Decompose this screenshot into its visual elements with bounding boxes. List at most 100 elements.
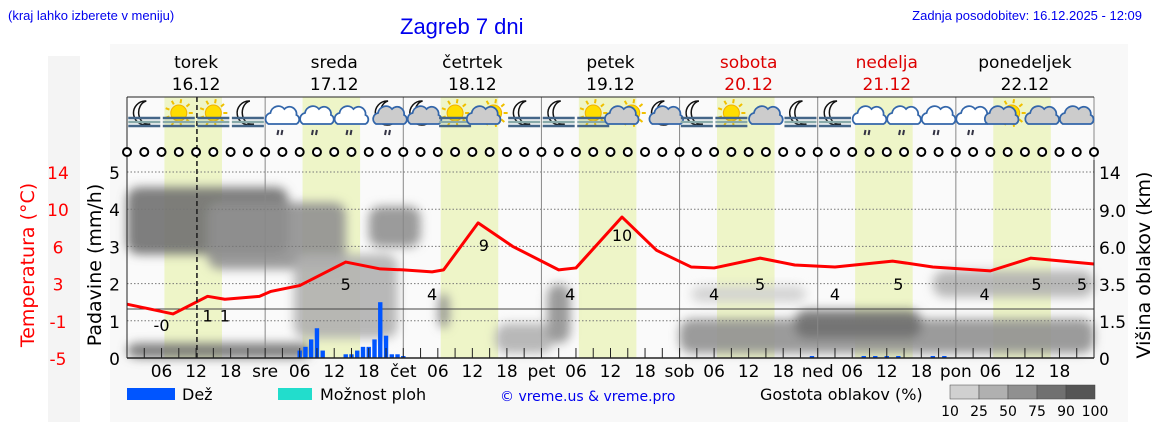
cloud-shape bbox=[264, 105, 301, 125]
wind-marker bbox=[812, 147, 823, 157]
temperature-label: 1 bbox=[220, 306, 230, 325]
drizzle-drop bbox=[310, 129, 314, 136]
sun-ray bbox=[441, 107, 447, 111]
temperature-tick: 10 bbox=[47, 201, 69, 221]
cloud-shape bbox=[748, 105, 784, 125]
wind-marker bbox=[795, 147, 806, 157]
rain-bar bbox=[389, 354, 394, 358]
x-hour-label: 18 bbox=[634, 362, 656, 382]
rain-bar bbox=[355, 350, 360, 358]
copyright-link[interactable]: © vreme.us & vreme.pro bbox=[500, 389, 675, 405]
sun-ray bbox=[1018, 118, 1024, 123]
moon-fog-icon bbox=[508, 100, 541, 128]
sun-ray bbox=[485, 100, 490, 105]
drizzle-shape bbox=[384, 129, 391, 136]
legend-showers-label: Možnost ploh bbox=[320, 385, 426, 404]
wind-marker bbox=[294, 147, 305, 157]
temperature-label: 5 bbox=[341, 275, 351, 294]
x-hour-label: 06 bbox=[151, 362, 173, 382]
x-day-label: ned bbox=[802, 362, 834, 382]
sun-ray bbox=[600, 103, 605, 108]
sun-ray bbox=[732, 99, 735, 104]
x-day-label: čet bbox=[390, 362, 417, 382]
cloud-height-tick: 3.5 bbox=[1099, 276, 1126, 296]
density-step-label: 10 bbox=[941, 404, 959, 420]
wind-marker bbox=[553, 147, 564, 157]
sun-ray bbox=[723, 100, 728, 105]
rain-bar bbox=[942, 356, 947, 358]
daylight-band bbox=[440, 97, 499, 358]
wind-marker bbox=[501, 147, 512, 157]
rain-bar bbox=[873, 356, 878, 358]
moon-fog-icon bbox=[784, 100, 817, 128]
x-hour-label: 12 bbox=[185, 362, 207, 382]
moon-fog-icon bbox=[128, 100, 161, 128]
cloud-shape bbox=[886, 105, 922, 125]
wind-marker bbox=[829, 147, 840, 157]
moon-fog-icon bbox=[680, 100, 713, 128]
temperature-label: -0 bbox=[154, 316, 170, 335]
sun-ray bbox=[579, 107, 585, 111]
legend-cloud-density-label: Gostota oblakov (%) bbox=[760, 385, 923, 404]
wind-marker bbox=[519, 147, 530, 157]
sun-cloud-icon bbox=[983, 99, 1026, 127]
sun-ray bbox=[205, 100, 210, 105]
rain-bar bbox=[395, 354, 400, 358]
wind-marker bbox=[691, 147, 702, 157]
sun-ray bbox=[179, 99, 183, 104]
sun-fog-icon bbox=[197, 99, 230, 128]
sun-fog-icon bbox=[439, 99, 472, 128]
x-hour-label: 18 bbox=[772, 362, 794, 382]
day-date: 17.12 bbox=[310, 75, 359, 95]
drizzle-drop bbox=[314, 129, 318, 136]
x-hour-label: 06 bbox=[565, 362, 587, 382]
drizzle-drop bbox=[345, 129, 349, 136]
wind-marker bbox=[778, 147, 789, 157]
wind-marker bbox=[899, 147, 910, 157]
drizzle-drop bbox=[967, 129, 971, 136]
sun-ray bbox=[455, 99, 459, 104]
precipitation-tick: 3 bbox=[109, 238, 120, 258]
wind-marker bbox=[398, 147, 409, 157]
cloud-height-tick: 0 bbox=[1099, 350, 1110, 370]
cloud-density-cell bbox=[368, 206, 421, 247]
cloud-shape bbox=[372, 105, 408, 125]
x-hour-label: 18 bbox=[496, 362, 518, 382]
rain-bar bbox=[303, 346, 308, 358]
wind-marker bbox=[726, 147, 737, 157]
last-updated: Zadnja posodobitev: 16.12.2025 - 12:09 bbox=[912, 8, 1142, 23]
temperature-axis-title: Temperatura (°C) bbox=[17, 183, 39, 348]
temperature-label: 5 bbox=[755, 275, 765, 294]
drizzle-drop bbox=[384, 129, 387, 136]
wind-marker bbox=[381, 147, 392, 157]
temperature-label: 10 bbox=[612, 226, 632, 245]
day-name: sobota bbox=[720, 53, 778, 73]
wind-marker bbox=[260, 147, 271, 157]
daylight-band bbox=[716, 97, 775, 358]
moon-cloud-drizzle-icon bbox=[372, 100, 408, 136]
day-name: nedelja bbox=[856, 53, 918, 73]
sun-ray bbox=[638, 118, 644, 123]
cloud-shape bbox=[333, 105, 370, 125]
density-step-label: 25 bbox=[970, 404, 988, 420]
day-date: 19.12 bbox=[586, 75, 635, 95]
temperature-tick: 6 bbox=[53, 238, 64, 258]
x-hour-label: 18 bbox=[358, 362, 380, 382]
x-hour-label: 06 bbox=[980, 362, 1002, 382]
cloud-density-layer bbox=[127, 187, 1094, 358]
wind-marker bbox=[950, 147, 961, 157]
temperature-label: 4 bbox=[565, 285, 575, 304]
cloud-icon bbox=[1024, 105, 1060, 125]
wind-marker bbox=[346, 147, 357, 157]
drizzle-shape bbox=[345, 129, 353, 136]
x-hour-label: 06 bbox=[289, 362, 311, 382]
cloud-shape bbox=[920, 105, 957, 125]
legend-rain-swatch bbox=[127, 388, 175, 400]
temperature-label: 4 bbox=[709, 285, 719, 304]
day-name: sreda bbox=[311, 53, 358, 73]
sun-ray bbox=[462, 103, 467, 108]
drizzle-drop bbox=[971, 129, 975, 136]
drizzle-drop bbox=[867, 129, 871, 136]
cloud-density-cell bbox=[495, 323, 553, 354]
wind-marker bbox=[709, 147, 720, 157]
